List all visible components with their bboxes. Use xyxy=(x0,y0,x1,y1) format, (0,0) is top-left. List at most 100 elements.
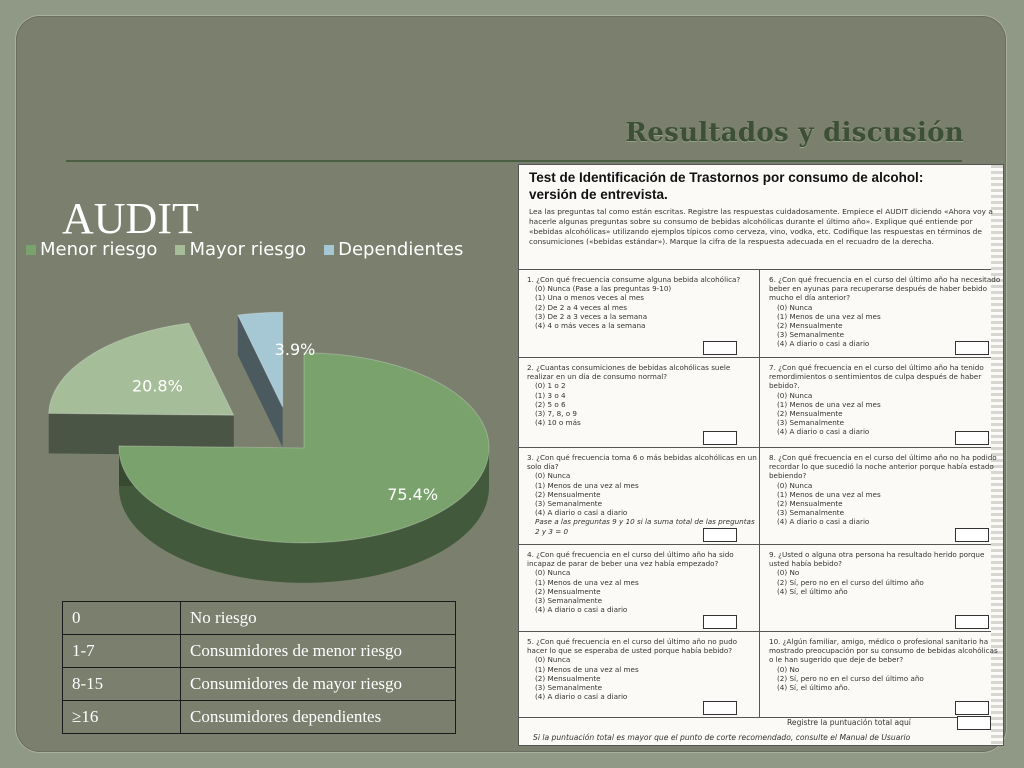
question-text: 3. ¿Con qué frecuencia toma 6 o más bebi… xyxy=(527,453,757,472)
legend-label: Menor riesgo xyxy=(40,239,158,260)
question-option: (1) Menos de una vez al mes xyxy=(535,480,639,490)
column-divider xyxy=(759,269,760,717)
question-text: 7. ¿Con qué frecuencia en el curso del ú… xyxy=(769,363,984,391)
question-option: (1) Menos de una vez al mes xyxy=(777,311,881,321)
question-option: (2) Mensualmente xyxy=(535,586,601,596)
question-option: (2) Sí, pero no en el curso del último a… xyxy=(777,577,924,587)
question-item: 9. ¿Usted o alguna otra persona ha resul… xyxy=(769,550,1001,629)
question-option: (3) 7, 8, o 9 xyxy=(535,409,578,419)
question-option: (0) Nunca xyxy=(535,471,571,481)
pie-slice-wall xyxy=(118,447,489,583)
question-item: 4. ¿Con qué frecuencia en el curso del ú… xyxy=(527,550,759,629)
question-item: 6. ¿Con qué frecuencia en el curso del ú… xyxy=(769,275,1001,355)
question-item: 1. ¿Con qué frecuencia consume alguna be… xyxy=(527,275,759,355)
pie-slice-side xyxy=(237,315,283,448)
row-divider xyxy=(519,357,991,358)
table-row: 0 No riesgo xyxy=(62,601,456,635)
questionnaire-header: Test de Identificación de Trastornos por… xyxy=(519,165,1003,261)
question-option: (2) Mensualmente xyxy=(535,489,601,499)
total-score-box xyxy=(957,716,991,730)
question-option: (0) 1 o 2 xyxy=(535,381,566,391)
question-option: (4) Sí, el último año. xyxy=(777,683,850,693)
question-option: (3) Semanalmente xyxy=(777,330,845,340)
pie-data-label: 3.9% xyxy=(275,340,316,359)
title-rule xyxy=(66,160,962,162)
question-text: 1. ¿Con qué frecuencia consume alguna be… xyxy=(527,275,741,284)
score-cell: 1-7 xyxy=(62,634,181,668)
question-text: 10. ¿Algún familiar, amigo, médico o pro… xyxy=(769,637,998,665)
chart-legend: Menor riesgo Mayor riesgo Dependientes xyxy=(26,239,463,260)
pie-slice-0 xyxy=(118,352,490,544)
legend-item-mayor: Mayor riesgo xyxy=(175,239,306,260)
question-option: (3) Semanalmente xyxy=(535,683,603,693)
row-divider xyxy=(519,269,991,270)
question-text: 8. ¿Con qué frecuencia en el curso del ú… xyxy=(769,453,997,481)
question-option: (4) A diario o casi a diario xyxy=(777,339,870,349)
answer-box xyxy=(703,615,737,629)
audit-questionnaire-image: Test de Identificación de Trastornos por… xyxy=(518,164,1004,746)
question-item: 2. ¿Cuantas consumiciones de bebidas alc… xyxy=(527,363,759,445)
question-text: 2. ¿Cuantas consumiciones de bebidas alc… xyxy=(527,363,731,382)
legend-label: Dependientes xyxy=(338,239,464,260)
total-score-label: Registre la puntuación total aquí xyxy=(787,718,911,727)
question-item: 7. ¿Con qué frecuencia en el curso del ú… xyxy=(769,363,1001,445)
pie-slice-1 xyxy=(48,322,235,416)
question-option: (4) A diario o casi a diario xyxy=(535,692,628,702)
question-option: (3) Semanalmente xyxy=(535,499,603,509)
question-option: (0) Nunca xyxy=(535,568,571,578)
pie-slice-edge xyxy=(48,413,234,456)
legend-label: Mayor riesgo xyxy=(189,239,307,260)
question-option: (3) Semanalmente xyxy=(535,596,603,606)
question-option: (0) Nunca xyxy=(777,302,813,312)
table-row: 8-15 Consumidores de mayor riesgo xyxy=(62,667,456,701)
questionnaire-footnote: Si la puntuación total es mayor que el p… xyxy=(533,733,911,742)
question-option: (2) 5 o 6 xyxy=(535,399,566,409)
answer-box xyxy=(955,431,989,445)
question-option: (0) Nunca xyxy=(777,480,813,490)
question-option: (3) De 2 a 3 veces a la semana xyxy=(535,311,648,321)
question-option: (2) Mensualmente xyxy=(777,409,843,419)
question-option: (3) Semanalmente xyxy=(777,508,845,518)
pie-slice-2 xyxy=(237,311,284,408)
answer-box xyxy=(703,341,737,355)
question-option: Pase a las preguntas 9 y 10 si la suma t… xyxy=(535,517,755,536)
question-text: 4. ¿Con qué frecuencia en el curso del ú… xyxy=(527,550,734,569)
question-option: (4) A diario o casi a diario xyxy=(777,517,870,527)
pie-data-label: 20.8% xyxy=(132,377,183,396)
question-option: (1) Menos de una vez al mes xyxy=(777,489,881,499)
table-row: ≥16 Consumidores dependientes xyxy=(62,700,456,734)
question-option: (4) 10 o más xyxy=(535,418,581,428)
row-divider xyxy=(519,447,991,448)
question-option: (0) No xyxy=(777,568,800,578)
question-option: (2) De 2 a 4 veces al mes xyxy=(535,302,628,312)
question-option: (4) 4 o más veces a la semana xyxy=(535,321,646,331)
chart-title: AUDIT xyxy=(62,194,199,243)
slide-title: Resultados y discusión xyxy=(625,118,964,148)
question-option: (4) A diario o casi a diario xyxy=(777,427,870,437)
category-cell: No riesgo xyxy=(180,601,456,635)
question-option: (3) Semanalmente xyxy=(777,418,845,428)
pie-data-label: 75.4% xyxy=(387,485,438,504)
answer-box xyxy=(703,431,737,445)
question-text: 6. ¿Con qué frecuencia en el curso del ú… xyxy=(769,275,1001,303)
legend-item-dependientes: Dependientes xyxy=(324,239,463,260)
answer-box xyxy=(955,701,989,715)
question-option: (1) Menos de una vez al mes xyxy=(777,399,881,409)
legend-swatch xyxy=(26,244,36,255)
risk-score-table: 0 No riesgo 1-7 Consumidores de menor ri… xyxy=(62,601,456,734)
question-option: (2) Mensualmente xyxy=(777,321,843,331)
question-item: 10. ¿Algún familiar, amigo, médico o pro… xyxy=(769,637,1001,715)
pie-chart: 75.4% 20.8% 3.9% xyxy=(48,311,490,583)
question-option: (0) Nunca xyxy=(535,655,571,665)
question-option: (4) A diario o casi a diario xyxy=(535,508,628,518)
question-option: (2) Mensualmente xyxy=(535,673,601,683)
score-cell: 8-15 xyxy=(62,667,181,701)
category-cell: Consumidores dependientes xyxy=(180,700,456,734)
question-option: (4) Sí, el último año xyxy=(777,586,848,596)
row-divider xyxy=(519,544,991,545)
legend-swatch xyxy=(175,244,186,255)
answer-box xyxy=(955,341,989,355)
table-row: 1-7 Consumidores de menor riesgo xyxy=(62,634,456,668)
question-item: 3. ¿Con qué frecuencia toma 6 o más bebi… xyxy=(527,453,759,542)
score-cell: ≥16 xyxy=(62,700,181,734)
